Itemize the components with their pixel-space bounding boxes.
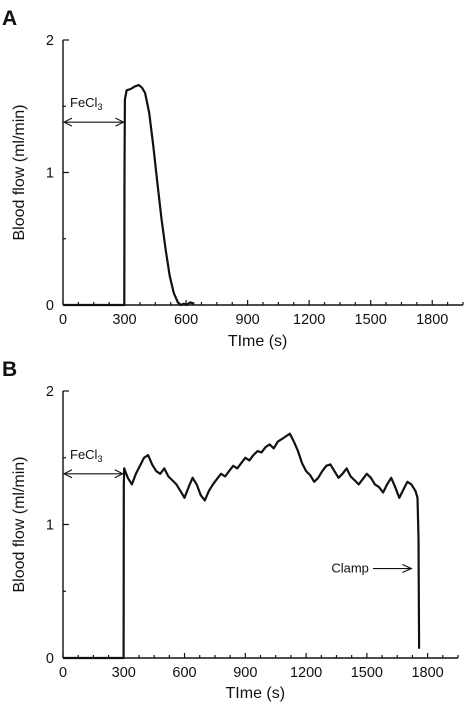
- y-tick-label: 1: [46, 518, 54, 534]
- x-tick-label: 0: [59, 665, 67, 681]
- panel-b-axes: [62, 391, 458, 659]
- panel-a-letter: A: [2, 7, 17, 30]
- panel-a-x-axis-title: TIme (s): [228, 333, 288, 350]
- blood-flow-trace: [63, 432, 421, 660]
- y-tick-label: 2: [46, 33, 54, 49]
- y-tick-label: 0: [46, 651, 54, 667]
- x-tick-label: 300: [112, 665, 136, 681]
- fecl3-label: FeCl3: [70, 447, 102, 464]
- panel-a: A Blood flow (ml/min) TIme (s) 0 300 600 90…: [2, 7, 464, 350]
- x-tick-label: 300: [112, 312, 136, 328]
- x-tick-label: 1200: [290, 665, 322, 681]
- y-tick-label: 1: [46, 166, 54, 182]
- panel-a-series: [63, 84, 195, 307]
- x-tick-label: 1800: [411, 665, 443, 681]
- x-tick-label: 0: [59, 312, 67, 328]
- x-tick-label: 1200: [293, 312, 325, 328]
- panel-b-x-axis-title: TIme (s): [226, 685, 286, 702]
- panel-a-y-axis-title: Blood flow (ml/min): [11, 104, 28, 240]
- clamp-label: Clamp: [331, 561, 369, 576]
- y-tick-label: 2: [46, 384, 54, 400]
- panel-a-annotations: FeCl3: [62, 95, 125, 127]
- x-tick-label: 900: [233, 665, 257, 681]
- arrow-head-right: [115, 117, 125, 127]
- clamp-arrow-head: [402, 564, 413, 574]
- fecl3-label: FeCl3: [70, 95, 102, 112]
- x-tick-label: 600: [174, 312, 198, 328]
- arrow-head-right: [114, 469, 124, 479]
- panel-a-ticks: 0 300 600 900 1200 1500 1800 0 1 2: [46, 33, 464, 328]
- panel-a-axes: [62, 40, 463, 306]
- x-tick-label: 1500: [351, 665, 383, 681]
- panel-b-ticks: 0 300 600 900 1200 1500 1800 0 1 2: [46, 384, 459, 681]
- arrow-head-left: [62, 117, 73, 127]
- panel-b: B Blood flow (ml/min) TIme (s) 0 300 600 90…: [2, 358, 459, 702]
- panel-b-series: [63, 432, 421, 660]
- arrow-head-left: [62, 469, 73, 479]
- panel-b-annotations: FeCl3 Clamp: [62, 447, 413, 576]
- panel-b-letter: B: [2, 358, 17, 381]
- x-tick-label: 600: [172, 665, 196, 681]
- x-tick-label: 1800: [416, 312, 448, 328]
- x-tick-label: 900: [236, 312, 260, 328]
- panel-b-y-axis-title: Blood flow (ml/min): [11, 456, 28, 592]
- y-tick-label: 0: [46, 298, 54, 314]
- x-tick-label: 1500: [355, 312, 387, 328]
- blood-flow-trace: [63, 84, 195, 307]
